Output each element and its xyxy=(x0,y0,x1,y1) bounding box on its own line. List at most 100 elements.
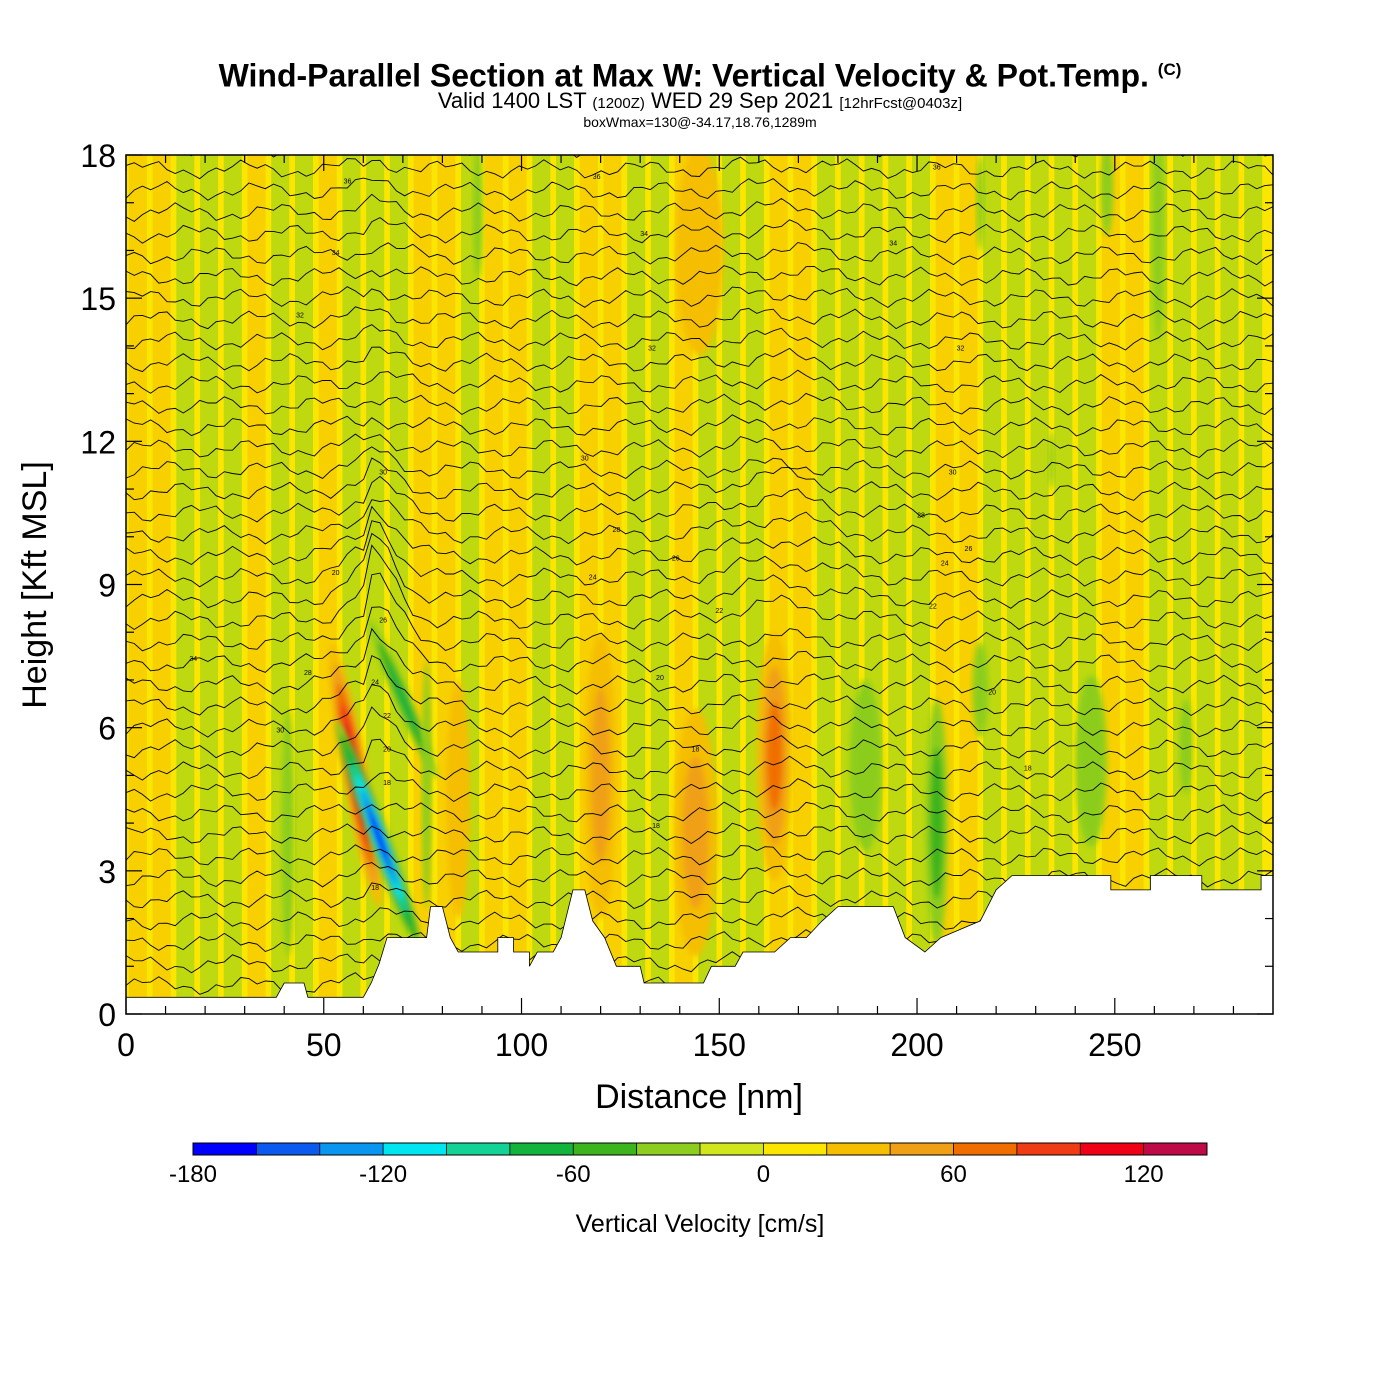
isentrope xyxy=(126,684,1273,738)
x-tick-label: 100 xyxy=(495,1027,548,1063)
isentrope xyxy=(126,346,1273,373)
colorbar-segment xyxy=(256,1143,320,1155)
colorbar-tick-label: 120 xyxy=(1124,1161,1164,1188)
contour-label: 24 xyxy=(589,575,597,582)
contour-label: 28 xyxy=(613,527,621,534)
velocity-band xyxy=(1173,155,1192,1014)
velocity-level xyxy=(976,155,985,251)
velocity-band xyxy=(1125,155,1144,1014)
chart-title-block: Wind-Parallel Section at Max W: Vertical… xyxy=(0,52,1400,129)
contour-label: 18 xyxy=(1024,766,1032,773)
velocity-cell xyxy=(976,155,985,251)
contour-label: 22 xyxy=(929,603,937,610)
contour-label: 34 xyxy=(889,241,897,248)
potential-temperature-contours xyxy=(126,155,1273,995)
velocity-level xyxy=(281,708,295,957)
contour-label: 20 xyxy=(332,570,340,577)
contour-label: 20 xyxy=(383,747,391,754)
isentrope xyxy=(126,475,1273,523)
velocity-band xyxy=(769,155,788,1014)
colorbar-segment xyxy=(826,1143,891,1155)
isentrope xyxy=(126,654,1273,717)
colorbar-segment xyxy=(446,1143,510,1155)
isentrope xyxy=(126,572,1273,652)
contour-label: 32 xyxy=(957,346,965,353)
x-tick-label: 150 xyxy=(693,1027,746,1063)
velocity-band xyxy=(1220,155,1239,1014)
velocity-cell xyxy=(368,619,438,779)
velocity-band xyxy=(532,155,551,1014)
y-tick-label: 15 xyxy=(80,281,116,317)
colorbar-segment xyxy=(1080,1143,1144,1155)
terrain-outline xyxy=(126,875,1273,998)
isentrope xyxy=(126,286,1273,309)
velocity-band xyxy=(1030,155,1049,1014)
velocity-cell xyxy=(849,679,882,852)
velocity-band xyxy=(318,155,337,1014)
contour-label: 20 xyxy=(988,689,996,696)
colorbar-segment xyxy=(573,1143,637,1155)
colorbar-tick-label: -60 xyxy=(556,1161,591,1188)
velocity-band xyxy=(152,155,171,1014)
velocity-cell xyxy=(756,632,793,881)
contour-label: 34 xyxy=(332,250,340,257)
velocity-band xyxy=(722,155,741,1014)
contour-label: 22 xyxy=(383,713,391,720)
velocity-band xyxy=(911,155,930,1014)
velocity-level xyxy=(421,660,432,910)
velocity-level xyxy=(387,663,419,735)
isentrope xyxy=(126,738,1273,781)
contour-label: 26 xyxy=(379,618,387,625)
velocity-band xyxy=(864,155,883,1014)
contour-label: 24 xyxy=(941,560,949,567)
velocity-band xyxy=(840,155,859,1014)
x-axis-title: Distance [nm] xyxy=(595,1078,803,1116)
isentrope xyxy=(126,499,1273,545)
plot-area: 36 36 36 34 34 34 32 32 32 30 30 30 28 28 26 26 24 24 22 22… xyxy=(126,155,1273,1014)
contour-label: 30 xyxy=(379,470,387,477)
colorbar-segment xyxy=(383,1143,447,1155)
velocity-band xyxy=(342,155,361,1014)
y-tick-label: 12 xyxy=(80,424,116,460)
isentrope xyxy=(126,801,1273,824)
isentrope xyxy=(126,433,1273,459)
velocity-band xyxy=(1196,155,1215,1014)
isentrope xyxy=(126,156,1273,180)
x-tick-label: 250 xyxy=(1088,1027,1141,1063)
velocity-level xyxy=(473,155,483,280)
contour-label: 22 xyxy=(715,608,723,615)
valid-time: Valid 1400 LST xyxy=(437,87,587,113)
velocity-cell xyxy=(1048,431,1055,490)
velocity-band xyxy=(650,155,669,1014)
contour-label: 18 xyxy=(652,823,660,830)
velocity-band xyxy=(1006,155,1025,1014)
chart-title-text: Wind-Parallel Section at Max W: Vertical… xyxy=(218,57,1149,94)
contour-label: 36 xyxy=(344,179,352,186)
velocity-level xyxy=(766,701,783,812)
velocity-level xyxy=(682,756,709,910)
isentrope xyxy=(126,706,1273,760)
velocity-cell xyxy=(1100,155,1114,237)
y-tick-label: 0 xyxy=(98,997,116,1033)
velocity-level xyxy=(1048,431,1055,490)
contour-label: 26 xyxy=(672,556,680,563)
colorbar-tick-label: -120 xyxy=(359,1161,407,1188)
colorbar-title: Vertical Velocity [cm/s] xyxy=(576,1210,825,1238)
chart-title: Wind-Parallel Section at Max W: Vertical… xyxy=(0,52,1400,94)
velocity-level xyxy=(972,641,989,738)
contour-label: 30 xyxy=(276,727,284,734)
colorbar-segment xyxy=(763,1143,827,1155)
colorbar-segment xyxy=(1016,1143,1081,1155)
chart-subtitle: Valid 1400 LST (1200Z) WED 29 Sep 2021 [… xyxy=(0,87,1400,115)
colorbar-segment xyxy=(953,1143,1017,1155)
background-velocity-bands xyxy=(128,155,1263,1014)
y-tick-label: 9 xyxy=(98,568,116,604)
colorbar-segment xyxy=(509,1143,574,1155)
isentrope xyxy=(126,606,1273,674)
isentrope xyxy=(126,446,1273,480)
contour-label: 18 xyxy=(383,780,391,787)
isentrope xyxy=(126,822,1273,845)
contour-label: 26 xyxy=(965,546,973,553)
